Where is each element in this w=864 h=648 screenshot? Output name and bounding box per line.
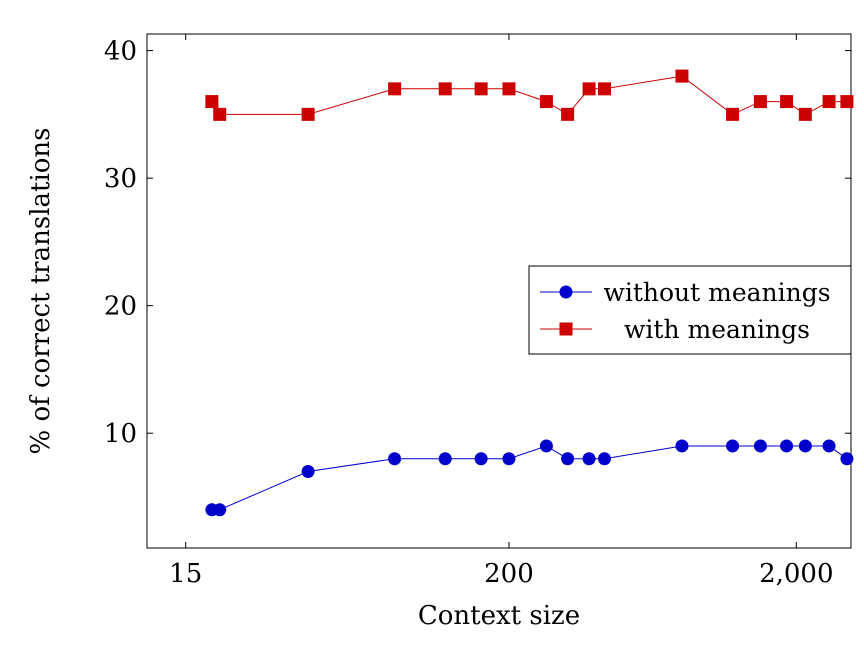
data-point-with-meanings-0 — [205, 95, 219, 109]
y-tick-label-0: 10 — [104, 419, 137, 449]
data-point-without-meanings-13 — [753, 439, 767, 453]
x-tick-label-0: 15 — [169, 559, 202, 589]
data-point-without-meanings-3 — [388, 452, 402, 466]
data-point-with-meanings-4 — [438, 82, 452, 96]
x-tick-label-2: 2,000 — [759, 559, 833, 589]
series-layer — [205, 69, 854, 517]
data-point-without-meanings-8 — [561, 452, 575, 466]
data-point-without-meanings-6 — [502, 452, 516, 466]
series-with-meanings — [205, 69, 854, 121]
data-point-with-meanings-1 — [213, 107, 227, 121]
y-tick-label-1: 20 — [104, 292, 137, 322]
data-point-without-meanings-5 — [474, 452, 488, 466]
data-point-without-meanings-10 — [597, 452, 611, 466]
x-axis-label: Context size — [418, 601, 580, 631]
data-point-with-meanings-17 — [840, 95, 854, 109]
data-point-with-meanings-11 — [675, 69, 689, 83]
data-point-without-meanings-16 — [822, 439, 836, 453]
data-point-with-meanings-7 — [539, 95, 553, 109]
data-point-without-meanings-2 — [301, 464, 315, 478]
data-point-without-meanings-1 — [213, 503, 227, 517]
legend-marker-with-meanings — [559, 322, 573, 336]
data-point-with-meanings-15 — [798, 107, 812, 121]
data-point-with-meanings-10 — [597, 82, 611, 96]
legend: without meanings with meanings — [528, 265, 852, 355]
data-point-with-meanings-3 — [388, 82, 402, 96]
x-tick-label-1: 200 — [484, 559, 534, 589]
y-tick-label-3: 40 — [104, 37, 137, 67]
legend-marker-without-meanings — [559, 285, 573, 299]
axis-ticks: 15 200 2,000 10 20 30 40 — [104, 34, 851, 589]
data-point-without-meanings-11 — [675, 439, 689, 453]
data-point-without-meanings-7 — [539, 439, 553, 453]
legend-box — [528, 265, 852, 355]
data-point-with-meanings-13 — [753, 95, 767, 109]
data-point-without-meanings-15 — [798, 439, 812, 453]
data-point-without-meanings-9 — [582, 452, 596, 466]
data-point-with-meanings-14 — [780, 95, 794, 109]
legend-label-without-meanings: without meanings — [603, 278, 830, 307]
data-point-with-meanings-16 — [822, 95, 836, 109]
data-point-without-meanings-12 — [726, 439, 740, 453]
y-tick-label-2: 30 — [104, 164, 137, 194]
data-point-with-meanings-2 — [301, 107, 315, 121]
data-point-with-meanings-5 — [474, 82, 488, 96]
y-axis-label: % of correct translations — [26, 127, 56, 454]
data-point-with-meanings-12 — [726, 107, 740, 121]
data-point-without-meanings-14 — [780, 439, 794, 453]
data-point-without-meanings-4 — [438, 452, 452, 466]
data-point-with-meanings-8 — [561, 107, 575, 121]
data-point-with-meanings-6 — [502, 82, 516, 96]
data-point-with-meanings-9 — [582, 82, 596, 96]
data-point-without-meanings-17 — [840, 452, 854, 466]
legend-label-with-meanings: with meanings — [624, 315, 810, 344]
series-without-meanings — [205, 439, 854, 517]
